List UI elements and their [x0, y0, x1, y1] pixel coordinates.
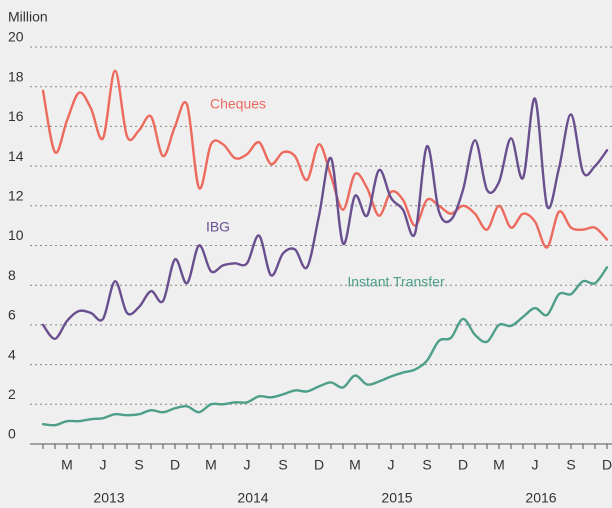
x-tick-label: D [314, 457, 324, 473]
y-tick-label: 16 [8, 108, 24, 124]
year-label: 2016 [525, 490, 556, 506]
x-tick-label: M [349, 457, 361, 473]
y-tick-label: 4 [8, 346, 16, 362]
x-tick-label: J [388, 457, 395, 473]
y-tick-label: 0 [8, 426, 16, 442]
series-label: Cheques [210, 96, 266, 112]
y-tick-label: 12 [8, 188, 24, 204]
series-line [41, 69, 609, 249]
x-tick-label: S [422, 457, 431, 473]
x-tick-label: S [134, 457, 143, 473]
x-tick-label: M [205, 457, 217, 473]
x-tick-label: M [61, 457, 73, 473]
y-axis-label: Million [8, 9, 48, 25]
x-tick-label: D [602, 457, 612, 473]
x-tick-label: D [458, 457, 468, 473]
series-label: IBG [206, 219, 230, 235]
year-label: 2013 [93, 490, 124, 506]
x-tick-label: J [532, 457, 539, 473]
year-label: 2015 [381, 490, 412, 506]
x-tick-label: J [100, 457, 107, 473]
y-tick-label: 10 [8, 227, 24, 243]
y-tick-label: 14 [8, 148, 24, 164]
y-tick-label: 8 [8, 267, 16, 283]
x-tick-label: J [244, 457, 251, 473]
x-tick-label: S [278, 457, 287, 473]
series-label: Instant Transfer [347, 274, 445, 290]
y-tick-label: 2 [8, 386, 16, 402]
x-tick-label: M [493, 457, 505, 473]
year-label: 2014 [237, 490, 268, 506]
y-tick-label: 20 [8, 29, 24, 45]
series-line [41, 97, 609, 340]
x-tick-label: D [170, 457, 180, 473]
y-tick-label: 6 [8, 307, 16, 323]
series-line [41, 266, 609, 427]
x-tick-label: S [566, 457, 575, 473]
y-tick-label: 18 [8, 68, 24, 84]
